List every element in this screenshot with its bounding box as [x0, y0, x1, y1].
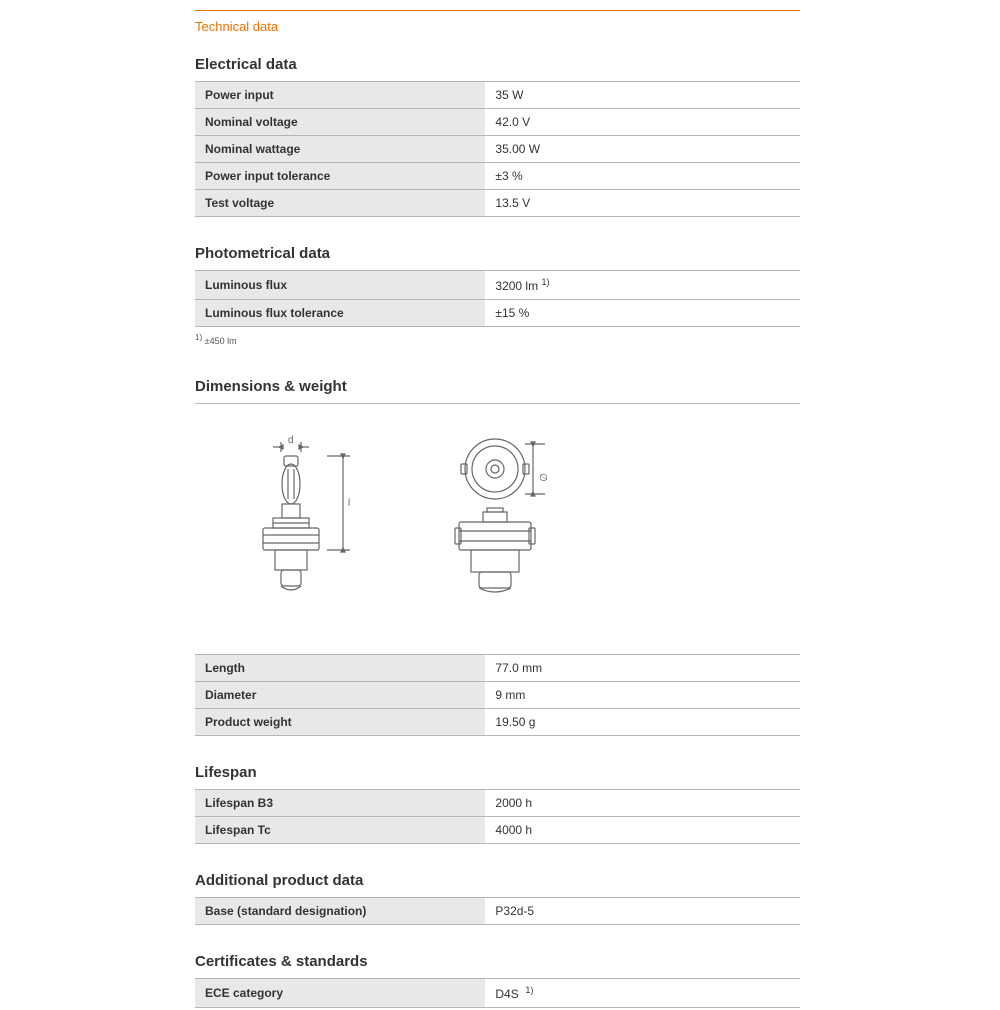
row-value: 9 mm	[485, 682, 800, 709]
row-label: Nominal voltage	[195, 109, 485, 136]
page-title: Technical data	[195, 11, 800, 48]
row-label: Length	[195, 655, 485, 682]
footnote: 1) ±450 lm	[195, 333, 800, 346]
section-heading-certificates: Certificates & standards	[195, 953, 800, 970]
row-value: ±3 %	[485, 163, 800, 190]
table-row: Base (standard designation)P32d-5	[195, 898, 800, 925]
row-label: Nominal wattage	[195, 136, 485, 163]
section-heading-electrical: Electrical data	[195, 56, 800, 73]
table-row: Nominal wattage35.00 W	[195, 136, 800, 163]
row-label: Product weight	[195, 709, 485, 736]
svg-text:d: d	[288, 435, 294, 446]
table-row: ECE category D4S 1)	[195, 979, 800, 1008]
row-value: 42.0 V	[485, 109, 800, 136]
table-row: Test voltage13.5 V	[195, 190, 800, 217]
row-label: ECE category	[195, 979, 485, 1008]
row-value: 2000 h	[485, 790, 800, 817]
dimensions-table: Length77.0 mm Diameter9 mm Product weigh…	[195, 654, 800, 736]
row-label: Luminous flux	[195, 271, 485, 300]
row-label: Base (standard designation)	[195, 898, 485, 925]
row-label: Luminous flux tolerance	[195, 300, 485, 327]
dimension-diagram: d l	[195, 404, 800, 654]
row-value: P32d-5	[485, 898, 800, 925]
table-row: Lifespan B32000 h	[195, 790, 800, 817]
row-value: 13.5 V	[485, 190, 800, 217]
row-value: ±15 %	[485, 300, 800, 327]
row-label: Test voltage	[195, 190, 485, 217]
section-heading-additional: Additional product data	[195, 872, 800, 889]
table-row: Lifespan Tc4000 h	[195, 817, 800, 844]
table-row: Luminous flux 3200 lm 1)	[195, 271, 800, 300]
section-heading-photometrical: Photometrical data	[195, 245, 800, 262]
certificates-table: ECE category D4S 1)	[195, 978, 800, 1008]
table-row: Power input35 W	[195, 82, 800, 109]
bulb-side-view-icon: d l	[255, 434, 365, 604]
table-row: Diameter9 mm	[195, 682, 800, 709]
row-value: 3200 lm 1)	[485, 271, 800, 300]
row-label: Lifespan B3	[195, 790, 485, 817]
row-label: Diameter	[195, 682, 485, 709]
section-heading-dimensions: Dimensions & weight	[195, 378, 800, 395]
bulb-top-front-view-icon: ∅	[445, 434, 575, 604]
table-row: Luminous flux tolerance ±15 %	[195, 300, 800, 327]
photometrical-table: Luminous flux 3200 lm 1) Luminous flux t…	[195, 270, 800, 327]
row-value: 77.0 mm	[485, 655, 800, 682]
table-row: Length77.0 mm	[195, 655, 800, 682]
lifespan-table: Lifespan B32000 h Lifespan Tc4000 h	[195, 789, 800, 844]
additional-table: Base (standard designation)P32d-5	[195, 897, 800, 925]
svg-text:∅: ∅	[537, 473, 548, 482]
row-value: 4000 h	[485, 817, 800, 844]
electrical-table: Power input35 W Nominal voltage42.0 V No…	[195, 81, 800, 217]
row-value: 35 W	[485, 82, 800, 109]
svg-text:l: l	[348, 498, 350, 509]
row-label: Power input	[195, 82, 485, 109]
table-row: Power input tolerance±3 %	[195, 163, 800, 190]
row-value: D4S 1)	[485, 979, 800, 1008]
table-row: Product weight19.50 g	[195, 709, 800, 736]
table-row: Nominal voltage42.0 V	[195, 109, 800, 136]
row-value: 19.50 g	[485, 709, 800, 736]
row-value: 35.00 W	[485, 136, 800, 163]
row-label: Lifespan Tc	[195, 817, 485, 844]
row-label: Power input tolerance	[195, 163, 485, 190]
section-heading-lifespan: Lifespan	[195, 764, 800, 781]
